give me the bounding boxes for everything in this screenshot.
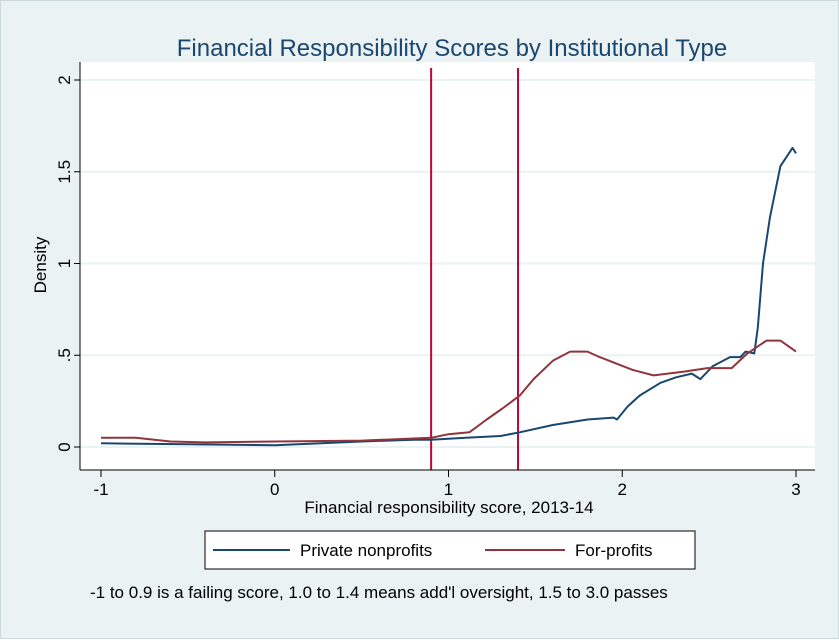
legend: Private nonprofits For-profits — [204, 530, 696, 570]
legend-label-for-profits: For-profits — [575, 541, 652, 560]
series-lines — [100, 146, 797, 447]
y-tick-label: .5 — [55, 348, 74, 362]
plot-area — [80, 62, 815, 470]
axes: 0 .5 1 1.5 2 -1 0 1 2 3 — [55, 62, 815, 499]
y-axis-label: Density — [31, 236, 50, 293]
y-tick-label: 1 — [55, 259, 74, 268]
series-line-private-nonprofits — [100, 146, 797, 447]
chart-title: Financial Responsibility Scores by Insti… — [177, 35, 728, 62]
legend-label-private-nonprofits: Private nonprofits — [300, 541, 432, 560]
x-tick-label: 3 — [791, 480, 800, 499]
grid-lines — [80, 79, 815, 448]
reference-lines — [430, 68, 519, 470]
series-line-for-profits — [101, 339, 797, 444]
x-tick-label: 1 — [444, 480, 453, 499]
chart-note: -1 to 0.9 is a failing score, 1.0 to 1.4… — [90, 583, 668, 602]
x-axis-label: Financial responsibility score, 2013-14 — [304, 498, 593, 517]
x-tick-label: 2 — [618, 480, 627, 499]
y-tick-label: 0 — [55, 442, 74, 451]
x-tick-label: -1 — [93, 480, 108, 499]
x-tick-label: 0 — [270, 480, 279, 499]
y-tick-label: 2 — [55, 75, 74, 84]
y-tick-label: 1.5 — [55, 160, 74, 184]
